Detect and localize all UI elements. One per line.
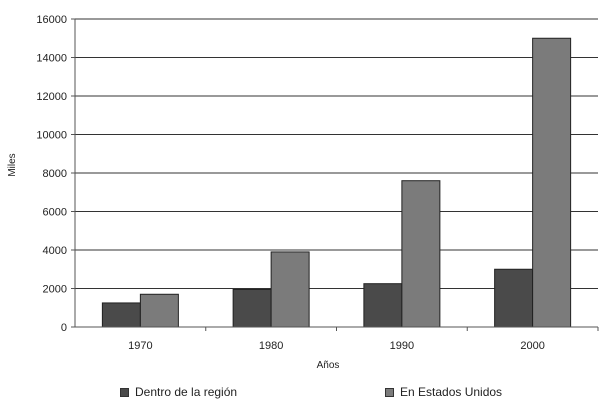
x-tick-labels: 1970 1980 1990 2000 [128, 327, 599, 352]
grid-lines [71, 18, 598, 328]
y-tick-label: 10000 [36, 130, 67, 142]
legend-label-series-2: En Estados Unidos [400, 385, 503, 399]
bar-series-1-2000 [494, 268, 534, 328]
bar-series-2-1980 [270, 251, 310, 328]
y-axis-title: Miles [7, 153, 18, 176]
x-axis-title: Años [317, 360, 340, 371]
bars [101, 37, 572, 328]
y-tick-label: 14000 [36, 53, 67, 65]
y-tick-label: 6000 [43, 207, 67, 219]
legend-item-series-2: En Estados Unidos [385, 385, 502, 399]
x-tick-label: 2000 [520, 340, 544, 352]
x-tick-label: 1990 [390, 340, 414, 352]
bar-series-1-1990 [363, 283, 403, 328]
legend-swatch-series-2 [385, 387, 394, 397]
y-tick-label: 2000 [43, 284, 67, 296]
y-tick-label: 4000 [43, 245, 67, 257]
y-tick-label: 0 [61, 322, 67, 334]
y-tick-label: 12000 [36, 91, 67, 103]
legend-swatch-series-1 [120, 387, 129, 397]
bar-series-2-2000 [532, 37, 572, 328]
y-tick-labels: 0 2000 4000 6000 8000 10000 12000 14000 16000 [36, 14, 67, 334]
legend-item-series-1: Dentro de la región [120, 385, 237, 399]
x-tick-label: 1970 [128, 340, 152, 352]
legend-label-series-1: Dentro de la región [135, 385, 238, 399]
bar-series-1-1970 [101, 302, 141, 328]
y-tick-label: 16000 [36, 14, 67, 26]
legend: Dentro de la región En Estados Unidos [0, 385, 601, 401]
y-tick-label: 8000 [43, 168, 67, 180]
bar-series-2-1970 [139, 293, 179, 328]
bar-series-1-1980 [232, 288, 272, 328]
x-tick-label: 1980 [259, 340, 283, 352]
bar-series-2-1990 [401, 180, 441, 328]
